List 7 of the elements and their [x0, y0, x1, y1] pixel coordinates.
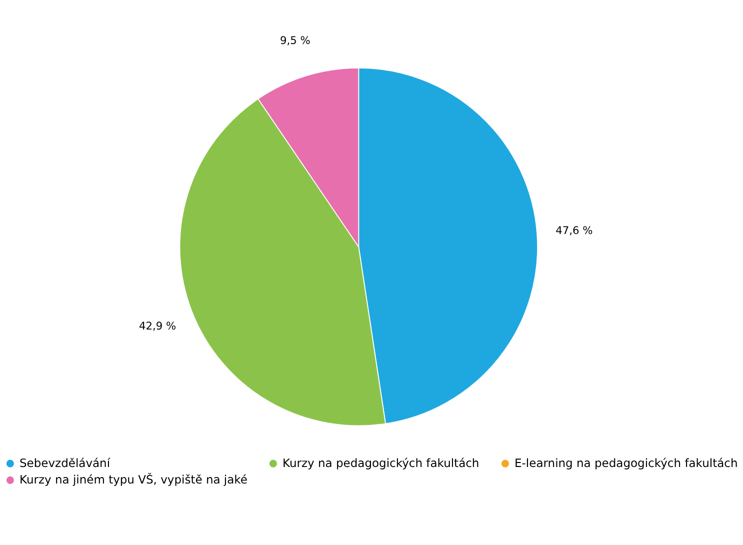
- legend-label: E-learning na pedagogických fakultách: [514, 456, 738, 470]
- legend-label: Sebevzdělávání: [19, 456, 111, 470]
- data-label: 47,6 %: [556, 224, 593, 238]
- legend-label: Kurzy na jiném typu VŠ, vypiště na jaké: [19, 472, 248, 487]
- legend-label: Kurzy na pedagogických fakultách: [282, 456, 480, 470]
- data-label: 9,5 %: [280, 34, 310, 47]
- data-label: 42,9 %: [138, 319, 176, 332]
